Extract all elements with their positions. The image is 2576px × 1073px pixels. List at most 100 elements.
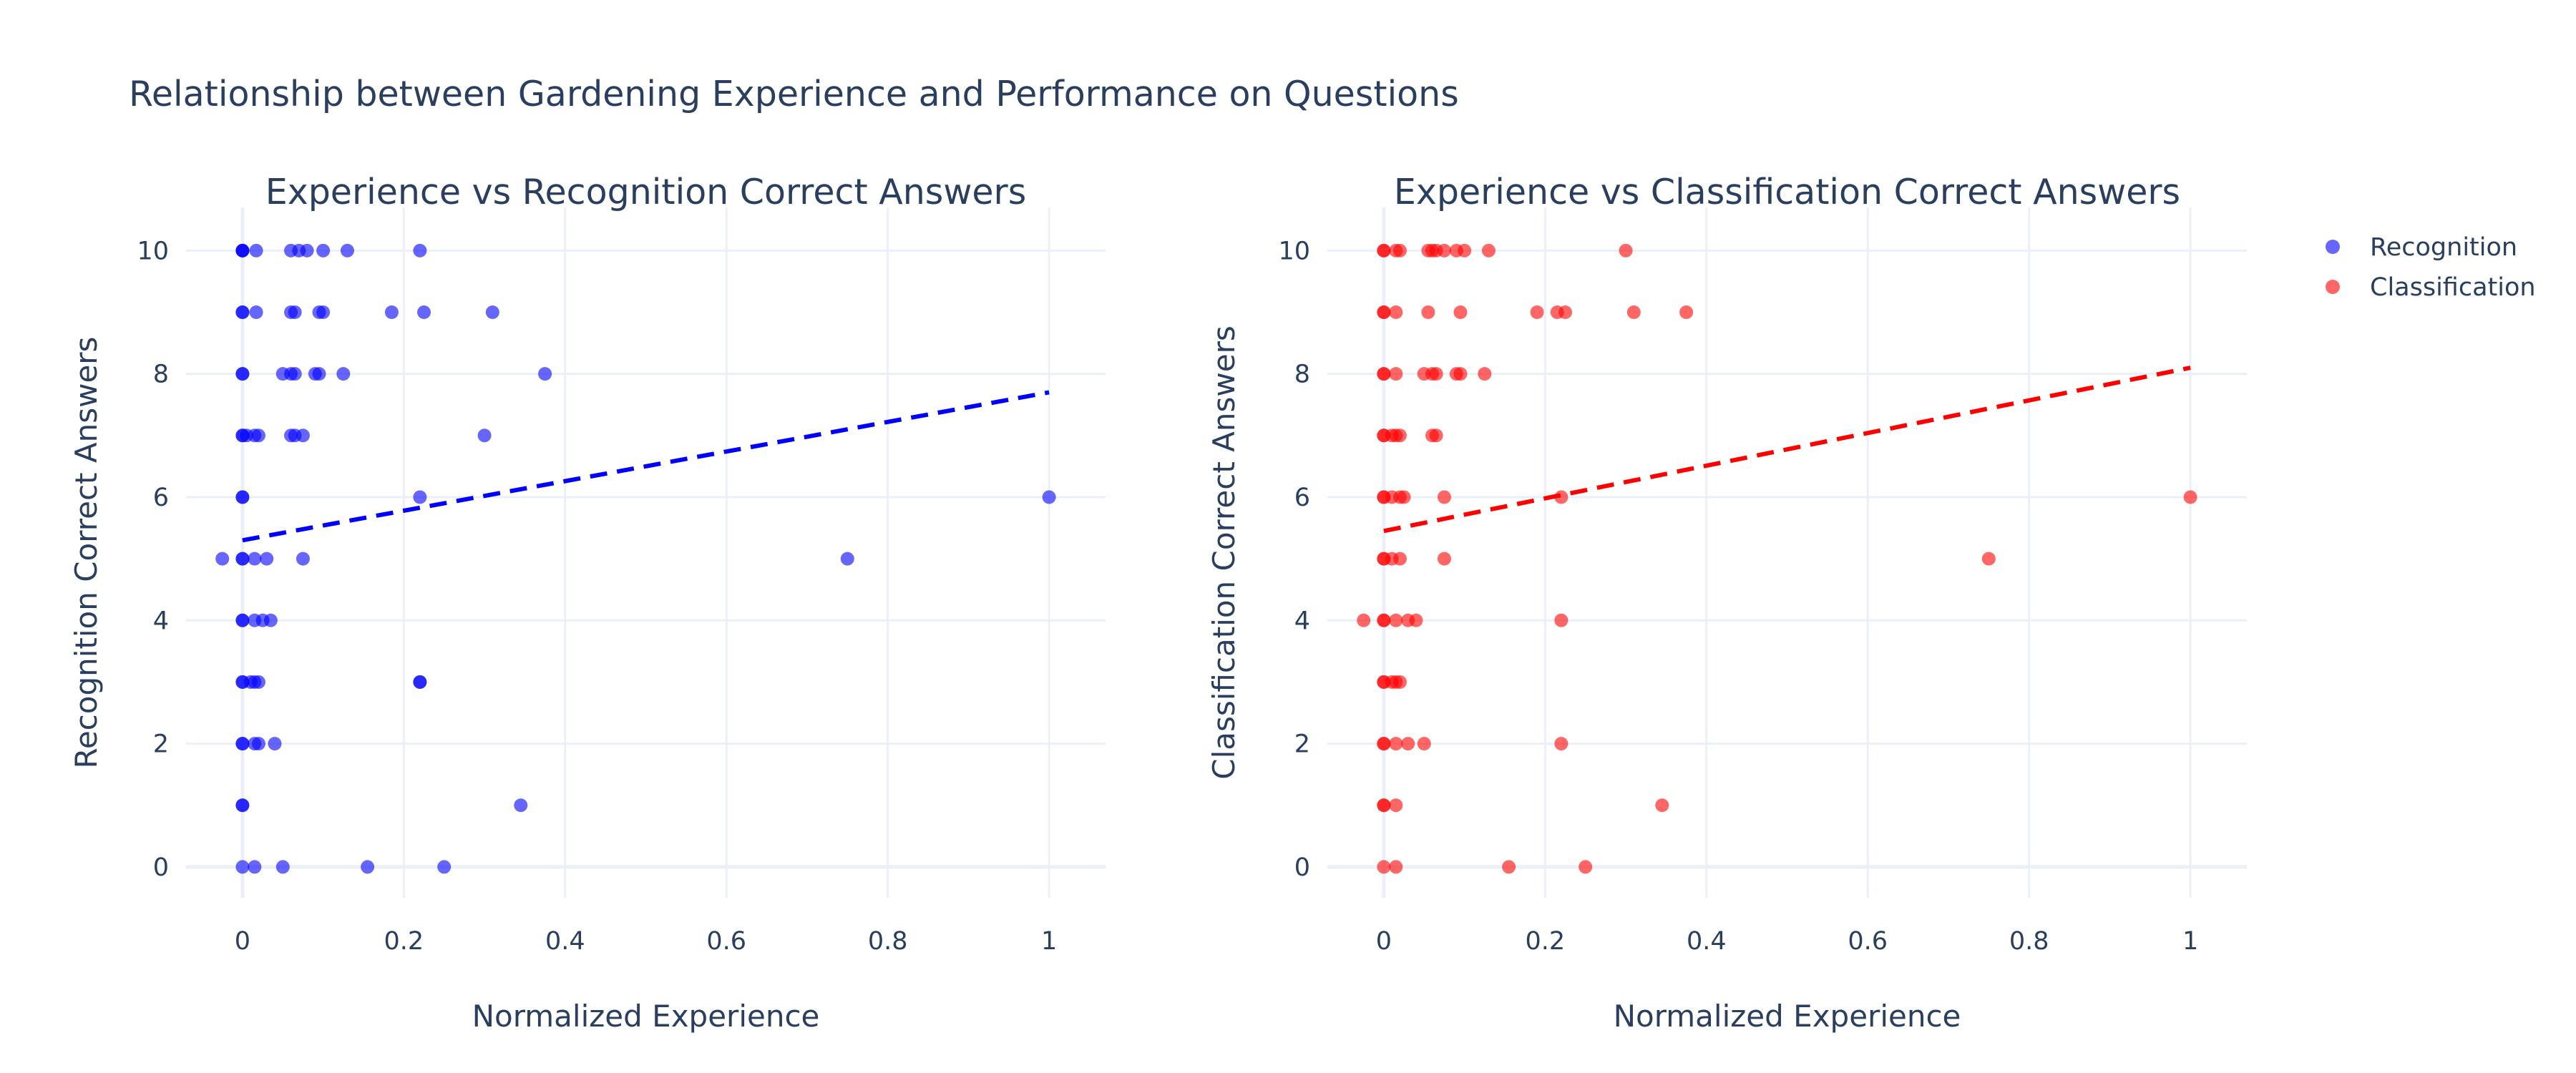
recognition-data-point[interactable] [248, 860, 262, 874]
classification-data-point[interactable] [1679, 305, 1694, 319]
recognition-data-point[interactable] [260, 552, 274, 566]
classification-data-point[interactable] [1377, 737, 1391, 751]
classification-data-point[interactable] [1377, 613, 1391, 627]
recognition-data-point[interactable] [235, 243, 250, 258]
classification-data-point[interactable] [1579, 860, 1593, 874]
classification-data-point[interactable] [1392, 243, 1407, 258]
recognition-data-point[interactable] [296, 552, 310, 566]
classification-data-point[interactable] [1453, 367, 1468, 381]
recognition-data-point[interactable] [235, 798, 250, 813]
classification-data-point[interactable] [1981, 552, 1996, 566]
classification-data-point[interactable] [1377, 798, 1391, 813]
recognition-data-point[interactable] [268, 737, 282, 751]
classification-data-point[interactable] [1417, 737, 1431, 751]
classification-data-point[interactable] [1401, 737, 1415, 751]
classification-data-point[interactable] [1377, 860, 1391, 874]
classification-data-point[interactable] [1458, 243, 1472, 258]
classification-data-point[interactable] [1389, 737, 1403, 751]
classification-data-point[interactable] [1389, 367, 1403, 381]
recognition-data-point[interactable] [215, 552, 230, 566]
recognition-data-point[interactable] [251, 675, 265, 689]
classification-data-point[interactable] [1437, 243, 1451, 258]
recognition-data-point[interactable] [263, 613, 278, 627]
recognition-data-point[interactable] [538, 367, 552, 381]
legend-item-classification[interactable]: Classification [2326, 273, 2536, 302]
classification-data-point[interactable] [1481, 243, 1496, 258]
classification-data-point[interactable] [1437, 552, 1451, 566]
recognition-data-point[interactable] [384, 305, 399, 319]
recognition-data-point[interactable] [275, 860, 290, 874]
classification-data-point[interactable] [1453, 305, 1468, 319]
classification-data-point[interactable] [1377, 243, 1391, 258]
recognition-data-point[interactable] [413, 675, 427, 689]
recognition-x-tick-label: 0.4 [545, 927, 585, 956]
recognition-data-point[interactable] [296, 428, 310, 443]
classification-data-point[interactable] [1626, 305, 1641, 319]
recognition-data-point[interactable] [316, 243, 331, 258]
classification-data-point[interactable] [1392, 552, 1407, 566]
classification-data-point[interactable] [1409, 613, 1423, 627]
recognition-data-point[interactable] [235, 613, 250, 627]
recognition-data-point[interactable] [235, 737, 250, 751]
recognition-data-point[interactable] [485, 305, 499, 319]
recognition-data-point[interactable] [251, 428, 265, 443]
classification-data-point[interactable] [1478, 367, 1492, 381]
classification-data-point[interactable] [1377, 367, 1391, 381]
classification-trend-line [1383, 366, 2191, 534]
recognition-data-point[interactable] [514, 798, 528, 813]
recognition-data-point[interactable] [235, 305, 250, 319]
classification-data-point[interactable] [1389, 798, 1403, 813]
recognition-x-tick-label: 0 [235, 927, 250, 956]
classification-data-point[interactable] [1554, 490, 1568, 504]
recognition-data-point[interactable] [235, 490, 250, 504]
recognition-data-point[interactable] [300, 243, 314, 258]
recognition-data-point[interactable] [413, 243, 427, 258]
recognition-data-point[interactable] [340, 243, 354, 258]
recognition-data-point[interactable] [249, 305, 263, 319]
recognition-data-point[interactable] [249, 243, 263, 258]
classification-data-point[interactable] [1619, 243, 1633, 258]
classification-data-point[interactable] [1397, 490, 1411, 504]
classification-data-point[interactable] [1392, 428, 1407, 443]
recognition-data-point[interactable] [235, 367, 250, 381]
classification-data-point[interactable] [1389, 860, 1403, 874]
classification-data-point[interactable] [1530, 305, 1544, 319]
classification-data-point[interactable] [1437, 490, 1451, 504]
recognition-data-point[interactable] [248, 552, 262, 566]
recognition-data-point[interactable] [413, 490, 427, 504]
classification-data-point[interactable] [1357, 613, 1371, 627]
recognition-x-tick-label: 0.2 [384, 927, 424, 956]
recognition-data-point[interactable] [840, 552, 854, 566]
classification-data-point[interactable] [1392, 675, 1407, 689]
recognition-data-point[interactable] [288, 305, 302, 319]
classification-data-point[interactable] [1429, 367, 1443, 381]
recognition-data-point[interactable] [251, 737, 265, 751]
recognition-data-point[interactable] [361, 860, 375, 874]
recognition-data-point[interactable] [437, 860, 452, 874]
legend-item-recognition[interactable]: Recognition [2326, 233, 2517, 262]
recognition-y-tick-label: 4 [153, 607, 169, 635]
classification-data-point[interactable] [1554, 613, 1568, 627]
classification-data-point[interactable] [1429, 428, 1443, 443]
classification-data-point[interactable] [1377, 305, 1391, 319]
classification-data-point[interactable] [1655, 798, 1669, 813]
classification-y-axis-title: Classification Correct Answers [1206, 325, 1241, 779]
classification-data-point[interactable] [2183, 490, 2197, 504]
classification-data-point[interactable] [1502, 860, 1516, 874]
classification-data-point[interactable] [1389, 305, 1403, 319]
classification-data-point[interactable] [1389, 613, 1403, 627]
recognition-data-point[interactable] [417, 305, 431, 319]
recognition-data-point[interactable] [477, 428, 492, 443]
classification-data-point[interactable] [1558, 305, 1573, 319]
recognition-data-point[interactable] [288, 367, 302, 381]
classification-data-point[interactable] [1421, 305, 1435, 319]
recognition-data-point[interactable] [316, 305, 331, 319]
recognition-data-point[interactable] [1042, 490, 1056, 504]
recognition-data-point[interactable] [312, 367, 326, 381]
classification-y-tick-label: 4 [1294, 607, 1310, 635]
recognition-data-point[interactable] [336, 367, 351, 381]
recognition-data-point[interactable] [235, 860, 250, 874]
classification-data-point[interactable] [1554, 737, 1568, 751]
recognition-data-point[interactable] [235, 552, 250, 566]
